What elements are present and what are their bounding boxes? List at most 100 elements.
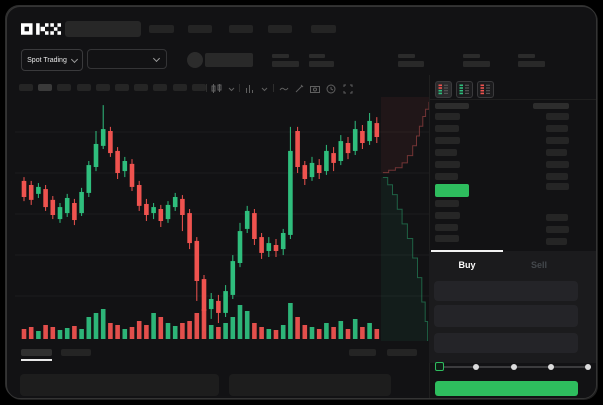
timeframe-button[interactable]	[95, 84, 110, 91]
bid-amount-row[interactable]	[546, 226, 569, 233]
volume-bar	[367, 323, 372, 339]
candle-body	[108, 131, 113, 154]
last-price-highlight[interactable]	[435, 184, 469, 197]
market-type-dropdown[interactable]: Spot Trading	[21, 49, 83, 71]
search-bar[interactable]	[65, 21, 141, 37]
candle-body	[144, 203, 149, 215]
orderbook-header-right	[533, 103, 569, 109]
fullscreen-icon[interactable]	[343, 84, 353, 94]
ask-amount-row[interactable]	[546, 125, 568, 132]
candle-body	[237, 231, 243, 263]
orderbook-view-icon-combined[interactable]	[435, 81, 452, 98]
indicators-icon[interactable]	[245, 84, 255, 93]
draw-pencil-icon[interactable]	[295, 84, 304, 93]
camera-icon[interactable]	[310, 84, 320, 93]
bid-amount-row[interactable]	[546, 238, 567, 245]
volume-bar	[288, 303, 293, 339]
ask-price-row[interactable]	[435, 137, 460, 144]
timeframe-button[interactable]	[134, 84, 149, 91]
ask-price-row[interactable]	[435, 113, 460, 120]
order-amount-field[interactable]	[434, 305, 578, 327]
ask-amount-row[interactable]	[546, 183, 569, 190]
ask-amount-row[interactable]	[546, 173, 568, 180]
slider-stop[interactable]	[585, 364, 591, 370]
volume-bar	[244, 311, 250, 339]
chevron-down-icon[interactable]	[228, 87, 235, 92]
timeframe-button[interactable]	[19, 84, 33, 91]
candle-body	[72, 203, 77, 221]
candle-body	[302, 165, 308, 179]
orderbook-view-icon-bids-only[interactable]	[456, 81, 473, 98]
bid-price-row[interactable]	[435, 224, 458, 231]
volume-bar	[230, 317, 236, 339]
buy-button[interactable]	[435, 381, 578, 396]
chart-footer-control[interactable]	[387, 349, 417, 356]
candle-style-icon[interactable]	[211, 84, 223, 93]
depth-asks-area	[381, 97, 429, 173]
bottom-panel	[229, 374, 391, 396]
timeframe-button[interactable]	[153, 84, 168, 91]
stat-label	[309, 54, 325, 58]
candle-body	[28, 185, 34, 200]
nav-item[interactable]	[311, 25, 336, 33]
candle-body	[100, 129, 106, 146]
stat-value	[463, 61, 490, 67]
buy-tab-indicator	[431, 250, 503, 252]
tab-sell[interactable]: Sell	[530, 260, 547, 270]
order-price-field[interactable]	[434, 281, 578, 301]
volume-bar	[309, 327, 315, 339]
tab-buy[interactable]: Buy	[458, 260, 476, 270]
volume-bar	[57, 330, 63, 339]
slider-stop[interactable]	[547, 364, 554, 370]
nav-item[interactable]	[229, 25, 253, 33]
bottom-tab[interactable]	[61, 349, 91, 356]
timeframe-button[interactable]	[115, 84, 129, 91]
volume-bar	[28, 327, 34, 339]
ask-price-row[interactable]	[435, 125, 459, 132]
slider-stop[interactable]	[473, 364, 480, 370]
slider-handle[interactable]	[435, 362, 444, 371]
volume-bar	[352, 319, 358, 339]
chevron-down-icon[interactable]	[261, 87, 268, 92]
history-clock-icon[interactable]	[326, 84, 336, 94]
candle-body	[309, 162, 315, 178]
slider-stop[interactable]	[510, 364, 517, 370]
ask-amount-row[interactable]	[546, 149, 567, 156]
nav-item[interactable]	[268, 25, 292, 33]
timeframe-button[interactable]	[172, 84, 187, 91]
bid-price-row[interactable]	[435, 235, 459, 242]
volume-bar	[72, 326, 77, 339]
candle-body	[223, 291, 228, 313]
orderbook-view-icon-asks-only[interactable]	[477, 81, 494, 98]
coin-icon	[187, 52, 203, 68]
ask-price-row[interactable]	[435, 149, 457, 156]
candle-body	[266, 243, 272, 251]
bid-price-row[interactable]	[435, 212, 460, 219]
pair-selector-dropdown[interactable]	[87, 49, 167, 69]
timeframe-button[interactable]	[191, 84, 206, 91]
nav-item[interactable]	[188, 25, 212, 33]
volume-bar	[93, 313, 99, 339]
timeframe-button[interactable]	[76, 84, 91, 91]
volume-bar	[338, 321, 344, 339]
ask-amount-row[interactable]	[546, 137, 569, 144]
ask-price-row[interactable]	[435, 173, 458, 180]
order-total-field[interactable]	[434, 333, 578, 353]
volume-bar	[115, 325, 120, 339]
candle-body	[115, 150, 120, 173]
bid-amount-row[interactable]	[546, 214, 568, 221]
ask-price-row[interactable]	[435, 161, 460, 168]
timeframe-button[interactable]	[57, 84, 72, 91]
chart-footer-control[interactable]	[349, 349, 376, 356]
bid-price-row[interactable]	[435, 200, 459, 207]
line-tool-icon[interactable]	[279, 86, 289, 92]
price-chart[interactable]	[15, 97, 429, 343]
volume-bar	[237, 305, 243, 339]
ask-amount-row[interactable]	[546, 113, 569, 120]
volume-bar	[266, 329, 272, 339]
ask-amount-row[interactable]	[546, 161, 569, 168]
stat-value	[309, 61, 334, 67]
timeframe-button[interactable]	[38, 84, 53, 91]
bottom-tab-active[interactable]	[21, 349, 52, 356]
nav-item[interactable]	[149, 25, 174, 33]
